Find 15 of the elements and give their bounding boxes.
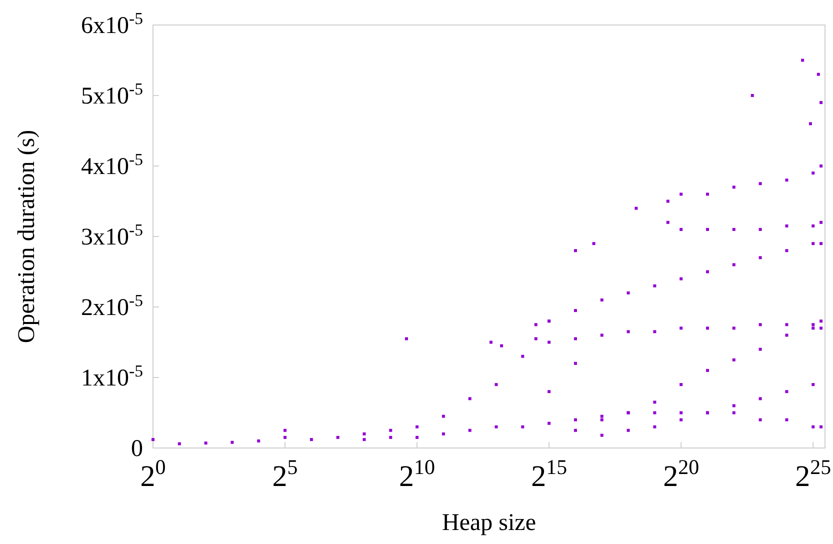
x-tick-label: 2$^{25}$ <box>795 455 832 493</box>
y-tick-label: 5x10$^{-5}$ <box>81 79 143 110</box>
x-tick-label: 2$^{0}$ <box>140 455 166 493</box>
y-tick-label: 1x10$^{-5}$ <box>81 361 143 392</box>
y-tick-label: 4x10$^{-5}$ <box>81 150 143 180</box>
x-tick-label: 2$^{20}$ <box>663 455 700 493</box>
y-tick-label: 6x10$^{-5}$ <box>81 8 143 39</box>
x-tick-label: 2$^{10}$ <box>399 455 436 493</box>
y-tick-label: 2x10$^{-5}$ <box>81 290 143 321</box>
y-axis-title: Operation duration (s) <box>14 130 40 344</box>
x-axis-title: Heap size <box>442 510 536 536</box>
x-tick-label: 2$^{5}$ <box>272 455 298 493</box>
x-tick-label: 2$^{15}$ <box>531 455 568 493</box>
y-tick-label: 3x10$^{-5}$ <box>81 220 143 250</box>
y-tick-label: 0 <box>131 436 143 462</box>
